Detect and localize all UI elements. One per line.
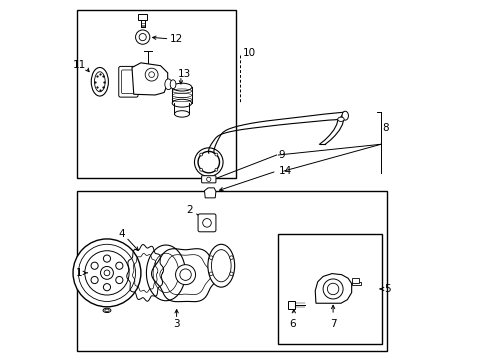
- Ellipse shape: [211, 249, 231, 282]
- Circle shape: [326, 283, 338, 295]
- Bar: [278, 234, 381, 344]
- Bar: [77, 10, 235, 178]
- Circle shape: [206, 177, 210, 181]
- Text: 9: 9: [278, 150, 285, 160]
- Circle shape: [104, 270, 110, 276]
- Circle shape: [200, 168, 202, 171]
- Circle shape: [91, 262, 98, 269]
- Circle shape: [209, 272, 212, 276]
- Circle shape: [200, 154, 217, 171]
- Circle shape: [200, 153, 202, 156]
- Circle shape: [215, 168, 217, 171]
- Ellipse shape: [172, 99, 191, 107]
- Circle shape: [84, 251, 129, 295]
- Circle shape: [180, 269, 191, 280]
- Circle shape: [139, 33, 146, 41]
- Circle shape: [101, 266, 113, 279]
- Bar: [351, 282, 360, 285]
- Text: 10: 10: [242, 48, 255, 58]
- Ellipse shape: [94, 72, 105, 92]
- Circle shape: [73, 239, 141, 307]
- Text: 6: 6: [289, 319, 295, 329]
- Circle shape: [103, 255, 110, 262]
- Text: 11: 11: [73, 60, 86, 70]
- Text: 5: 5: [384, 284, 390, 294]
- Polygon shape: [315, 274, 351, 303]
- Text: 2: 2: [186, 205, 192, 215]
- Ellipse shape: [198, 152, 219, 173]
- Polygon shape: [204, 188, 216, 198]
- Circle shape: [135, 30, 149, 44]
- Circle shape: [203, 219, 211, 227]
- Ellipse shape: [164, 79, 172, 90]
- Ellipse shape: [172, 83, 191, 91]
- Ellipse shape: [170, 80, 176, 89]
- Text: 14: 14: [278, 166, 291, 176]
- Ellipse shape: [91, 67, 108, 96]
- Circle shape: [194, 148, 223, 176]
- Bar: [287, 301, 294, 309]
- FancyBboxPatch shape: [119, 66, 138, 97]
- Circle shape: [78, 244, 135, 301]
- FancyBboxPatch shape: [198, 214, 216, 232]
- Ellipse shape: [103, 308, 111, 312]
- Circle shape: [175, 265, 195, 285]
- Text: 3: 3: [173, 319, 180, 329]
- FancyBboxPatch shape: [122, 70, 135, 94]
- Circle shape: [103, 284, 110, 291]
- Text: 4: 4: [118, 229, 124, 239]
- Circle shape: [91, 276, 98, 284]
- Bar: [351, 278, 358, 283]
- Text: 12: 12: [169, 34, 183, 44]
- Text: 13: 13: [177, 68, 190, 78]
- Ellipse shape: [174, 111, 189, 117]
- Circle shape: [323, 279, 343, 299]
- Ellipse shape: [337, 117, 344, 121]
- Circle shape: [215, 153, 217, 156]
- Circle shape: [145, 68, 158, 81]
- Circle shape: [229, 272, 233, 276]
- Ellipse shape: [104, 309, 109, 312]
- FancyBboxPatch shape: [201, 176, 216, 183]
- Ellipse shape: [207, 244, 234, 287]
- Circle shape: [116, 262, 122, 269]
- Bar: [77, 191, 386, 351]
- Circle shape: [148, 72, 154, 77]
- Text: 8: 8: [382, 123, 388, 133]
- Polygon shape: [132, 63, 167, 95]
- Text: 7: 7: [329, 319, 336, 329]
- Circle shape: [116, 276, 122, 284]
- Text: 1: 1: [76, 268, 82, 278]
- Circle shape: [229, 256, 233, 260]
- Circle shape: [209, 256, 212, 260]
- Bar: [138, 14, 147, 20]
- Ellipse shape: [341, 111, 348, 120]
